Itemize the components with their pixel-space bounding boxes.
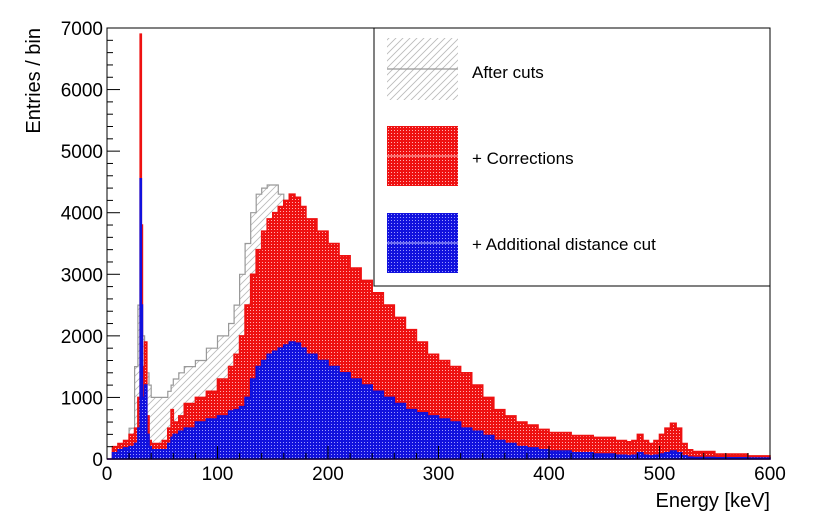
series-additional-distance-cut <box>107 178 771 460</box>
y-axis-label: Entries / bin <box>23 28 45 134</box>
y-tick-label: 0 <box>92 450 103 471</box>
x-tick-label: 600 <box>754 464 786 485</box>
legend-item-after-cuts: After cuts <box>387 38 544 100</box>
y-tick-label: 7000 <box>61 19 103 40</box>
x-tick-label: 0 <box>102 464 113 485</box>
series-layer <box>107 33 771 460</box>
x-axis-label: Energy [keV] <box>655 490 770 512</box>
y-tick-label: 6000 <box>61 81 103 102</box>
x-tick-label: 100 <box>202 464 234 485</box>
y-tick-label: 4000 <box>61 204 103 225</box>
y-tick-label: 3000 <box>61 265 103 286</box>
x-tick-label: 400 <box>533 464 565 485</box>
legend-item-distance-cut: + Additional distance cut <box>387 213 656 273</box>
y-tick-label: 2000 <box>61 327 103 348</box>
legend-label-corrections: + Corrections <box>472 149 574 168</box>
legend-label-after-cuts: After cuts <box>472 63 544 82</box>
legend: After cuts + Corrections + Additional di… <box>373 27 771 287</box>
y-tick-label: 1000 <box>61 388 103 409</box>
y-tick-label: 5000 <box>61 142 103 163</box>
legend-item-corrections: + Corrections <box>387 126 574 186</box>
axes-layer: 0 100 200 300 400 500 600010002000300040005000… <box>61 19 786 485</box>
x-tick-label: 500 <box>644 464 676 485</box>
x-tick-label: 200 <box>312 464 344 485</box>
legend-label-distance-cut: + Additional distance cut <box>472 235 656 254</box>
x-tick-label: 300 <box>423 464 455 485</box>
